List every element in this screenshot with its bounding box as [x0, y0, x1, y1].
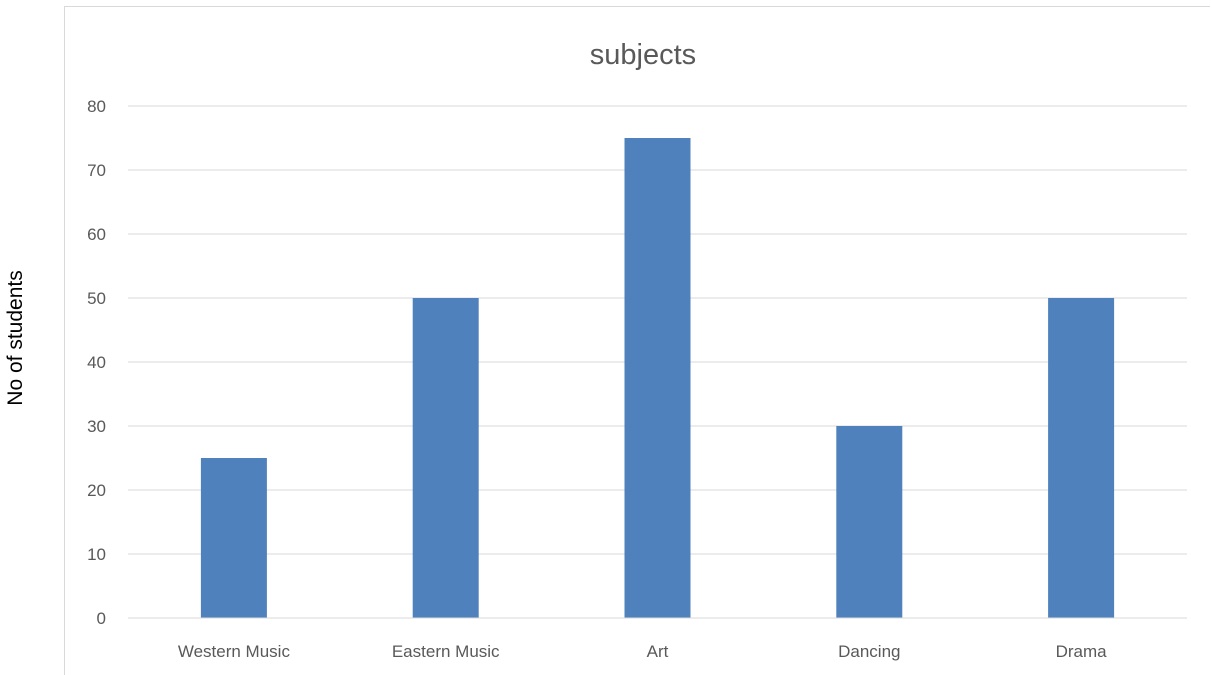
y-tick-label: 80 [87, 97, 106, 116]
x-tick-label: Western Music [178, 642, 291, 661]
y-axis-ticks: 0 10 20 30 40 50 60 70 80 [87, 97, 106, 628]
y-tick-label: 30 [87, 417, 106, 436]
chart-title: subjects [590, 39, 696, 71]
bars [200, 138, 1115, 618]
chart-frame [64, 6, 1210, 675]
x-tick-label: Eastern Music [392, 642, 500, 661]
y-axis-label: No of students [4, 270, 27, 405]
y-tick-label: 0 [97, 609, 106, 628]
bar-western-music [200, 458, 267, 618]
bar-drama [1048, 298, 1115, 618]
x-tick-label: Art [647, 642, 669, 661]
x-tick-label: Dancing [838, 642, 900, 661]
x-tick-label: Drama [1056, 642, 1108, 661]
bar-eastern-music [412, 298, 479, 618]
y-tick-label: 60 [87, 225, 106, 244]
y-tick-label: 40 [87, 353, 106, 372]
y-tick-label: 70 [87, 161, 106, 180]
y-tick-label: 20 [87, 481, 106, 500]
y-tick-label: 10 [87, 545, 106, 564]
y-tick-label: 50 [87, 289, 106, 308]
x-axis-ticks: Western Music Eastern Music Art Dancing Dram… [178, 642, 1107, 661]
bar-art [624, 138, 691, 618]
bar-dancing [836, 426, 903, 618]
